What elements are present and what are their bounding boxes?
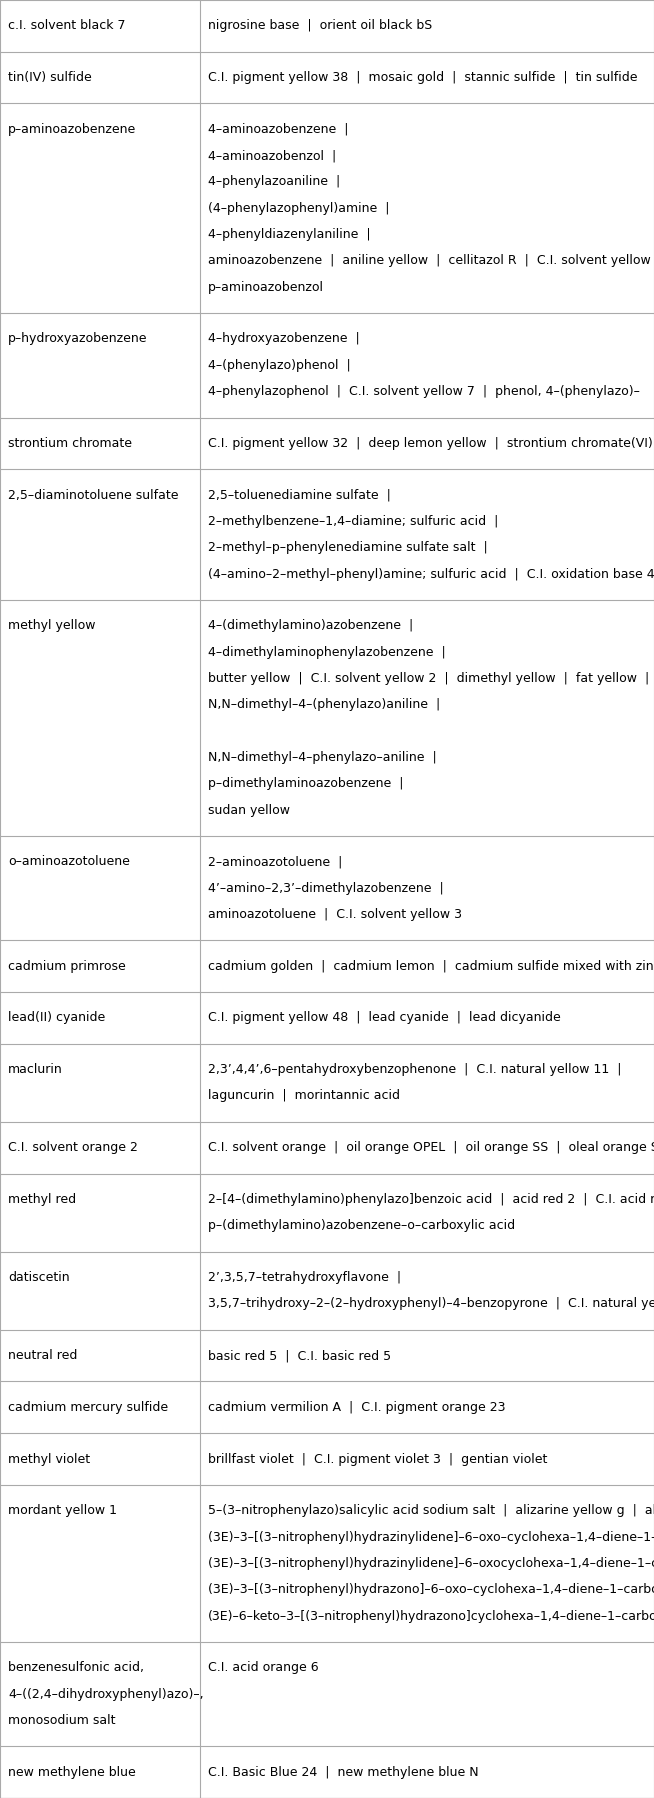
Text: sudan yellow: sudan yellow [208, 804, 290, 816]
Text: datiscetin: datiscetin [8, 1271, 69, 1284]
Text: o–aminoazotoluene: o–aminoazotoluene [8, 856, 130, 868]
Text: cadmium vermilion A  |  C.I. pigment orange 23: cadmium vermilion A | C.I. pigment orang… [208, 1401, 506, 1413]
Text: 4–phenyldiazenylaniline  |: 4–phenyldiazenylaniline | [208, 228, 371, 241]
Text: methyl yellow: methyl yellow [8, 619, 95, 633]
Text: methyl violet: methyl violet [8, 1453, 90, 1465]
Text: benzenesulfonic acid,: benzenesulfonic acid, [8, 1661, 144, 1674]
Text: 4’–amino–2,3’–dimethylazobenzene  |: 4’–amino–2,3’–dimethylazobenzene | [208, 881, 444, 895]
Text: (4–phenylazophenyl)amine  |: (4–phenylazophenyl)amine | [208, 201, 390, 214]
Text: C.I. solvent orange  |  oil orange OPEL  |  oil orange SS  |  oleal orange SS: C.I. solvent orange | oil orange OPEL | … [208, 1142, 654, 1154]
Text: 2–[4–(dimethylamino)phenylazo]benzoic acid  |  acid red 2  |  C.I. acid red 2  |: 2–[4–(dimethylamino)phenylazo]benzoic ac… [208, 1192, 654, 1206]
Text: 4–(phenylazo)phenol  |: 4–(phenylazo)phenol | [208, 360, 351, 372]
Text: lead(II) cyanide: lead(II) cyanide [8, 1012, 105, 1025]
Text: p–hydroxyazobenzene: p–hydroxyazobenzene [8, 333, 148, 345]
Text: aminoazotoluene  |  C.I. solvent yellow 3: aminoazotoluene | C.I. solvent yellow 3 [208, 908, 462, 921]
Text: 4–phenylazophenol  |  C.I. solvent yellow 7  |  phenol, 4–(phenylazo)–: 4–phenylazophenol | C.I. solvent yellow … [208, 385, 640, 397]
Text: 4–((2,4–dihydroxyphenyl)azo)–,: 4–((2,4–dihydroxyphenyl)azo)–, [8, 1688, 203, 1701]
Text: cadmium golden  |  cadmium lemon  |  cadmium sulfide mixed with zinc sulfide (1:: cadmium golden | cadmium lemon | cadmium… [208, 960, 654, 973]
Text: laguncurin  |  morintannic acid: laguncurin | morintannic acid [208, 1090, 400, 1102]
Text: new methylene blue: new methylene blue [8, 1766, 136, 1778]
Text: (4–amino–2–methyl–phenyl)amine; sulfuric acid  |  C.I. oxidation base 4  |  p–to: (4–amino–2–methyl–phenyl)amine; sulfuric… [208, 568, 654, 581]
Text: 2,5–toluenediamine sulfate  |: 2,5–toluenediamine sulfate | [208, 489, 391, 502]
Text: maclurin: maclurin [8, 1063, 63, 1077]
Text: mordant yellow 1: mordant yellow 1 [8, 1505, 117, 1518]
Text: C.I. pigment yellow 32  |  deep lemon yellow  |  strontium chromate(VI)  |  stro: C.I. pigment yellow 32 | deep lemon yell… [208, 437, 654, 450]
Text: 2,3’,4,4’,6–pentahydroxybenzophenone  |  C.I. natural yellow 11  |: 2,3’,4,4’,6–pentahydroxybenzophenone | C… [208, 1063, 621, 1077]
Text: 4–phenylazoaniline  |: 4–phenylazoaniline | [208, 176, 340, 189]
Text: 5–(3–nitrophenylazo)salicylic acid sodium salt  |  alizarine yellow g  |  alizar: 5–(3–nitrophenylazo)salicylic acid sodiu… [208, 1505, 654, 1518]
Text: C.I. pigment yellow 38  |  mosaic gold  |  stannic sulfide  |  tin sulfide: C.I. pigment yellow 38 | mosaic gold | s… [208, 72, 638, 85]
Text: p–(dimethylamino)azobenzene–o–carboxylic acid: p–(dimethylamino)azobenzene–o–carboxylic… [208, 1219, 515, 1232]
Text: neutral red: neutral red [8, 1348, 77, 1363]
Text: tin(IV) sulfide: tin(IV) sulfide [8, 72, 92, 85]
Text: N,N–dimethyl–4–(phenylazo)aniline  |: N,N–dimethyl–4–(phenylazo)aniline | [208, 698, 440, 712]
Text: cadmium primrose: cadmium primrose [8, 960, 126, 973]
Text: nigrosine base  |  orient oil black bS: nigrosine base | orient oil black bS [208, 20, 432, 32]
Text: butter yellow  |  C.I. solvent yellow 2  |  dimethyl yellow  |  fat yellow  |: butter yellow | C.I. solvent yellow 2 | … [208, 672, 649, 685]
Text: (3E)–3–[(3–nitrophenyl)hydrazinylidene]–6–oxocyclohexa–1,4–diene–1–carboxylate  : (3E)–3–[(3–nitrophenyl)hydrazinylidene]–… [208, 1557, 654, 1570]
Text: aminoazobenzene  |  aniline yellow  |  cellitazol R  |  C.I. solvent yellow 1  |: aminoazobenzene | aniline yellow | celli… [208, 255, 654, 268]
Text: basic red 5  |  C.I. basic red 5: basic red 5 | C.I. basic red 5 [208, 1348, 391, 1363]
Text: 2’,3,5,7–tetrahydroxyflavone  |: 2’,3,5,7–tetrahydroxyflavone | [208, 1271, 401, 1284]
Text: 2,5–diaminotoluene sulfate: 2,5–diaminotoluene sulfate [8, 489, 179, 502]
Text: 2–methyl–p–phenylenediamine sulfate salt  |: 2–methyl–p–phenylenediamine sulfate salt… [208, 541, 488, 554]
Text: 2–aminoazotoluene  |: 2–aminoazotoluene | [208, 856, 343, 868]
Text: p–dimethylaminoazobenzene  |: p–dimethylaminoazobenzene | [208, 777, 404, 791]
Text: p–aminoazobenzol: p–aminoazobenzol [208, 280, 324, 293]
Text: 2–methylbenzene–1,4–diamine; sulfuric acid  |: 2–methylbenzene–1,4–diamine; sulfuric ac… [208, 514, 498, 529]
Text: brillfast violet  |  C.I. pigment violet 3  |  gentian violet: brillfast violet | C.I. pigment violet 3… [208, 1453, 547, 1465]
Text: monosodium salt: monosodium salt [8, 1713, 116, 1726]
Text: 4–aminoazobenzene  |: 4–aminoazobenzene | [208, 122, 349, 137]
Text: N,N–dimethyl–4–phenylazo–aniline  |: N,N–dimethyl–4–phenylazo–aniline | [208, 752, 437, 764]
Text: strontium chromate: strontium chromate [8, 437, 132, 450]
Text: methyl red: methyl red [8, 1192, 76, 1206]
Text: 4–dimethylaminophenylazobenzene  |: 4–dimethylaminophenylazobenzene | [208, 645, 446, 658]
Text: (3E)–3–[(3–nitrophenyl)hydrazono]–6–oxo–cyclohexa–1,4–diene–1–carboxylate  |  so: (3E)–3–[(3–nitrophenyl)hydrazono]–6–oxo–… [208, 1584, 654, 1597]
Text: C.I. Basic Blue 24  |  new methylene blue N: C.I. Basic Blue 24 | new methylene blue … [208, 1766, 479, 1778]
Text: 4–aminoazobenzol  |: 4–aminoazobenzol | [208, 149, 336, 162]
Text: (3E)–3–[(3–nitrophenyl)hydrazinylidene]–6–oxo–cyclohexa–1,4–diene–1–carboxylate : (3E)–3–[(3–nitrophenyl)hydrazinylidene]–… [208, 1530, 654, 1543]
Text: cadmium mercury sulfide: cadmium mercury sulfide [8, 1401, 168, 1413]
Text: 4–(dimethylamino)azobenzene  |: 4–(dimethylamino)azobenzene | [208, 619, 413, 633]
Text: C.I. solvent orange 2: C.I. solvent orange 2 [8, 1142, 138, 1154]
Text: 4–hydroxyazobenzene  |: 4–hydroxyazobenzene | [208, 333, 360, 345]
Text: 3,5,7–trihydroxy–2–(2–hydroxyphenyl)–4–benzopyrone  |  C.I. natural yellow 12: 3,5,7–trihydroxy–2–(2–hydroxyphenyl)–4–b… [208, 1298, 654, 1311]
Text: C.I. pigment yellow 48  |  lead cyanide  |  lead dicyanide: C.I. pigment yellow 48 | lead cyanide | … [208, 1012, 560, 1025]
Text: C.I. acid orange 6: C.I. acid orange 6 [208, 1661, 318, 1674]
Text: (3E)–6–keto–3–[(3–nitrophenyl)hydrazono]cyclohexa–1,4–diene–1–carboxylate: (3E)–6–keto–3–[(3–nitrophenyl)hydrazono]… [208, 1609, 654, 1622]
Text: p–aminoazobenzene: p–aminoazobenzene [8, 122, 136, 137]
Text: c.I. solvent black 7: c.I. solvent black 7 [8, 20, 126, 32]
